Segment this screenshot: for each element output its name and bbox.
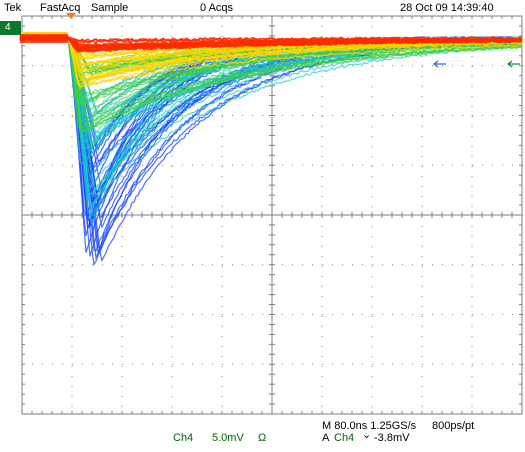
termination-readout: Ω (258, 432, 267, 444)
left-arrow-icon (507, 60, 520, 68)
trigger-position-icon (66, 13, 76, 19)
timebase-readout: M 80.0ns 1.25GS/s (322, 420, 417, 432)
acquisition-count: 0 Acqs (200, 2, 234, 14)
right-arrow-icon: → (5, 37, 14, 47)
trigger-source-prefix: A (322, 432, 330, 444)
channel-readout: Ch4 (173, 432, 194, 444)
trigger-channel: Ch4 (334, 432, 355, 444)
waveform-traces (19, 32, 523, 267)
volts-per-div: 5.0mV (212, 432, 244, 444)
trigger-slope-icon: ⌄ (362, 429, 372, 441)
channel-marker-label: 4 (5, 22, 11, 33)
acquisition-type: Sample (91, 2, 129, 14)
trigger-level: -3.8mV (374, 432, 410, 444)
resolution-readout: 800ps/pt (432, 420, 475, 432)
left-arrow-icon (433, 60, 446, 68)
acquisition-mode: FastAcq (40, 2, 81, 14)
brand-label: Tek (4, 2, 22, 14)
channel-4-ground-marker: 4 → (0, 21, 21, 47)
date-time: 28 Oct 09 14:39:40 (400, 2, 494, 14)
